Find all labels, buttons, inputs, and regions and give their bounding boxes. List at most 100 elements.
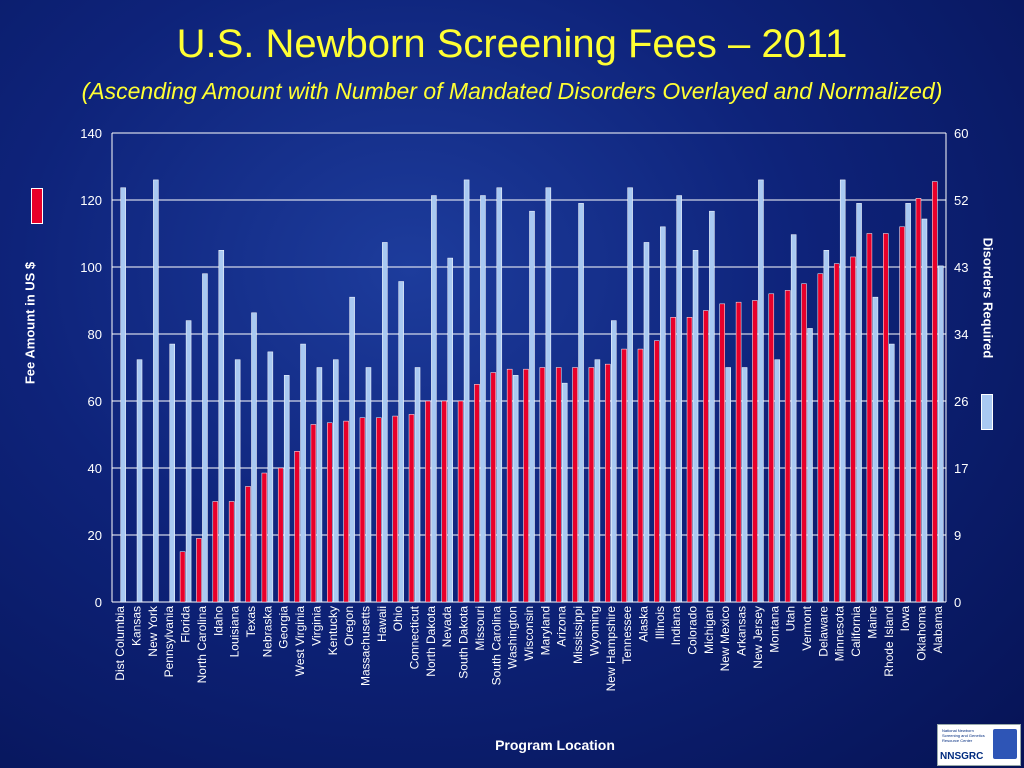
y2-tick-label: 9: [954, 528, 961, 543]
fee-bar: [539, 367, 546, 603]
y2-tick-label: 26: [954, 394, 968, 409]
x-tick-label: Connecticut: [408, 605, 422, 669]
disorders-bar: [823, 250, 830, 603]
disorders-bar: [153, 179, 159, 603]
x-tick-label: Arkansas: [735, 606, 749, 656]
disorders-bar: [218, 250, 225, 603]
page-title: U.S. Newborn Screening Fees – 2011: [176, 22, 848, 66]
x-tick-label: New Jersey: [751, 606, 765, 669]
disorders-bar: [300, 343, 306, 603]
x-tick-label: Indiana: [669, 606, 683, 646]
y-axis-label-right: Disorders Required: [980, 237, 996, 359]
x-tick-label: South Carolina: [489, 606, 503, 686]
x-tick-label: Alabama: [931, 606, 945, 654]
fee-bar: [327, 422, 333, 603]
y2-tick-label: 34: [954, 327, 968, 342]
x-tick-label: Louisiana: [228, 606, 242, 658]
fee-bar: [915, 198, 922, 603]
disorders-bar: [709, 210, 715, 603]
fee-bar: [686, 317, 693, 603]
x-tick-label: Hawaii: [375, 606, 389, 642]
disorders-bar: [202, 273, 208, 603]
logo-subtext: National Newborn Screening and Genetics …: [942, 728, 985, 743]
y-tick-label: 140: [80, 126, 102, 141]
disorders-bar: [790, 234, 797, 603]
legend-fee-key: [31, 188, 43, 224]
disorders-bar: [938, 265, 944, 603]
fee-bar: [719, 303, 725, 603]
x-tick-label: Utah: [784, 606, 798, 631]
fee-bar: [425, 400, 431, 603]
disorders-bar: [365, 367, 372, 603]
x-tick-label: Florida: [179, 606, 193, 643]
y-tick-label: 40: [88, 461, 102, 476]
x-tick-label: Wyoming: [587, 606, 601, 656]
fee-bar: [784, 290, 791, 603]
fee-bar: [899, 226, 905, 603]
x-tick-label: Missouri: [473, 606, 487, 651]
disorders-bar: [333, 359, 339, 603]
disorders-bar: [447, 257, 453, 603]
fee-bar: [261, 472, 268, 603]
disorders-bar: [725, 367, 731, 603]
fee-bar: [408, 414, 415, 603]
disorders-bar: [431, 195, 437, 603]
disorders-bar: [921, 218, 928, 603]
x-tick-label: Kansas: [130, 606, 144, 646]
x-tick-label: Ohio: [391, 606, 405, 632]
disorders-bar: [529, 210, 535, 603]
x-tick-label: Wisconsin: [522, 606, 536, 661]
disorders-bar: [774, 359, 781, 603]
fee-bar: [343, 420, 349, 603]
disorders-bar: [692, 250, 699, 603]
fee-bar: [670, 317, 676, 603]
disorders-bar: [169, 343, 175, 603]
fee-bar: [228, 501, 235, 603]
x-tick-label: Vermont: [800, 605, 814, 650]
x-tick-label: North Carolina: [195, 606, 209, 684]
y-tick-label: 100: [80, 260, 102, 275]
disorders-bar: [185, 320, 192, 603]
x-tick-label: Dist Columbia: [113, 606, 127, 681]
x-tick-label: Nebraska: [260, 606, 274, 658]
disorders-bar: [676, 195, 682, 603]
x-tick-label: New Mexico: [718, 606, 732, 672]
disorders-bar: [251, 312, 257, 603]
fee-bar: [654, 340, 660, 603]
disorders-bar: [627, 187, 633, 603]
x-tick-label: Nevada: [440, 606, 454, 648]
fee-bar: [637, 348, 644, 603]
disorders-bar: [872, 296, 879, 603]
x-tick-label: Kentucky: [326, 606, 340, 655]
x-tick-label: Maine: [865, 606, 879, 639]
disorders-bar: [120, 187, 126, 603]
x-tick-label: Massachusetts: [358, 606, 372, 686]
disorders-bar: [839, 179, 846, 603]
disorders-bar: [741, 367, 748, 603]
fee-bar: [833, 263, 840, 603]
x-tick-label: Virginia: [309, 606, 323, 646]
disorders-bar: [349, 296, 355, 603]
disorders-bar: [496, 187, 503, 603]
fee-bar: [474, 384, 480, 603]
x-tick-label: Rhode Island: [882, 606, 896, 677]
page-subtitle: (Ascending Amount with Number of Mandate…: [81, 78, 943, 104]
fee-bar: [555, 367, 562, 603]
disorders-bar: [234, 359, 241, 603]
disorders-bar: [594, 359, 601, 603]
x-tick-label: New York: [146, 605, 160, 657]
x-tick-label: Montana: [767, 606, 781, 653]
x-tick-label: Iowa: [898, 606, 912, 632]
x-axis-label: Program Location: [495, 737, 615, 753]
fee-bar: [490, 372, 497, 603]
fee-bar: [883, 233, 889, 603]
fee-bar: [506, 368, 513, 603]
fee-bar: [588, 367, 595, 603]
x-tick-label: Colorado: [686, 606, 700, 655]
disorders-bar: [414, 367, 421, 603]
x-tick-label: Delaware: [816, 606, 830, 657]
disorders-bar: [758, 179, 764, 603]
fee-bar: [572, 367, 578, 603]
y2-tick-label: 60: [954, 126, 968, 141]
